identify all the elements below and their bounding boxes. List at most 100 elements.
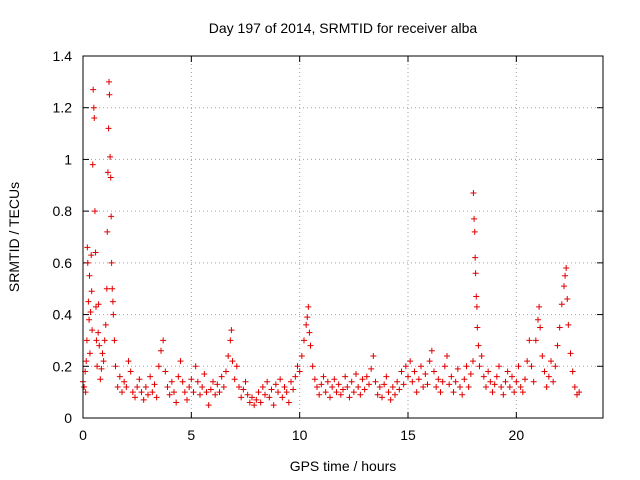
data-point bbox=[171, 389, 177, 396]
data-point bbox=[383, 373, 390, 380]
data-point bbox=[86, 272, 93, 279]
data-point bbox=[558, 301, 565, 308]
data-point bbox=[567, 350, 574, 357]
data-point bbox=[431, 368, 437, 375]
x-tick-label: 5 bbox=[187, 427, 195, 443]
data-point bbox=[268, 386, 275, 393]
data-point bbox=[565, 321, 572, 328]
y-tick-label: 0.4 bbox=[53, 307, 73, 323]
data-point bbox=[563, 265, 570, 272]
data-point bbox=[91, 115, 98, 122]
data-point bbox=[342, 373, 349, 380]
data-point bbox=[147, 373, 154, 380]
data-point bbox=[288, 378, 294, 385]
data-point bbox=[340, 386, 346, 393]
data-point bbox=[426, 358, 433, 365]
x-tick-label: 10 bbox=[292, 427, 308, 443]
data-point bbox=[259, 383, 266, 390]
data-point bbox=[84, 244, 91, 251]
data-point bbox=[304, 314, 311, 321]
data-point bbox=[322, 389, 329, 396]
data-point bbox=[279, 394, 286, 401]
data-point bbox=[188, 376, 195, 383]
data-point bbox=[138, 389, 145, 396]
data-point bbox=[452, 378, 459, 385]
data-point bbox=[448, 373, 455, 380]
data-point bbox=[318, 381, 325, 388]
data-point bbox=[166, 391, 173, 398]
y-axis-label: SRMTID / TECUs bbox=[6, 182, 22, 292]
data-point bbox=[90, 104, 97, 111]
data-point bbox=[476, 363, 483, 370]
data-point bbox=[275, 389, 281, 396]
data-point bbox=[290, 386, 297, 393]
data-point bbox=[229, 358, 236, 365]
data-point bbox=[536, 303, 543, 310]
data-point bbox=[344, 383, 351, 390]
data-point bbox=[231, 376, 238, 383]
data-point bbox=[223, 368, 229, 375]
data-point bbox=[428, 347, 435, 354]
data-point bbox=[411, 368, 418, 375]
data-point bbox=[413, 389, 420, 396]
data-point bbox=[88, 252, 95, 259]
data-point bbox=[305, 303, 312, 310]
data-point bbox=[145, 391, 151, 398]
y-tick-label: 1.2 bbox=[53, 100, 73, 116]
data-point bbox=[316, 391, 323, 398]
data-point bbox=[471, 228, 478, 235]
data-point bbox=[294, 363, 301, 370]
data-point bbox=[93, 303, 99, 310]
data-point bbox=[114, 383, 121, 390]
data-point bbox=[446, 381, 453, 388]
data-point bbox=[105, 125, 112, 132]
data-point bbox=[465, 383, 472, 390]
data-point bbox=[331, 376, 338, 383]
data-point bbox=[396, 386, 403, 393]
data-point bbox=[545, 373, 552, 380]
data-point bbox=[355, 383, 362, 390]
data-point bbox=[149, 389, 156, 396]
data-point bbox=[450, 389, 457, 396]
chart-title: Day 197 of 2014, SRMTID for receiver alb… bbox=[209, 20, 478, 36]
data-point bbox=[437, 389, 444, 396]
data-point bbox=[283, 389, 290, 396]
data-point bbox=[110, 311, 117, 318]
data-point bbox=[459, 391, 466, 398]
y-tick-label: 1.4 bbox=[53, 48, 73, 64]
data-point bbox=[95, 329, 102, 336]
data-point bbox=[220, 383, 227, 390]
data-point bbox=[277, 376, 284, 383]
data-point bbox=[473, 293, 480, 300]
data-point bbox=[228, 327, 235, 334]
data-point bbox=[184, 396, 190, 403]
data-point bbox=[475, 342, 482, 349]
data-point bbox=[376, 383, 383, 390]
data-point bbox=[400, 381, 407, 388]
y-tick-label: 0.8 bbox=[53, 203, 73, 219]
data-point bbox=[93, 337, 100, 344]
data-point bbox=[129, 389, 136, 396]
y-tick-label: 0.6 bbox=[53, 255, 73, 271]
data-point bbox=[487, 378, 494, 385]
data-point bbox=[473, 303, 480, 310]
data-point bbox=[528, 363, 535, 370]
data-point bbox=[463, 363, 470, 370]
data-point bbox=[91, 208, 98, 215]
data-point bbox=[107, 174, 114, 181]
data-point bbox=[374, 391, 381, 398]
data-point bbox=[357, 391, 364, 398]
y-tick-label: 0 bbox=[64, 410, 72, 426]
data-point bbox=[177, 358, 184, 365]
data-point bbox=[515, 363, 522, 370]
data-point bbox=[301, 337, 307, 344]
data-point bbox=[84, 259, 91, 266]
data-point bbox=[104, 169, 111, 176]
data-point bbox=[576, 389, 583, 396]
data-point bbox=[402, 363, 409, 370]
x-tick-label: 15 bbox=[400, 427, 416, 443]
data-point bbox=[407, 358, 414, 365]
data-point bbox=[327, 394, 333, 401]
data-point bbox=[435, 376, 442, 383]
data-point bbox=[181, 389, 188, 396]
